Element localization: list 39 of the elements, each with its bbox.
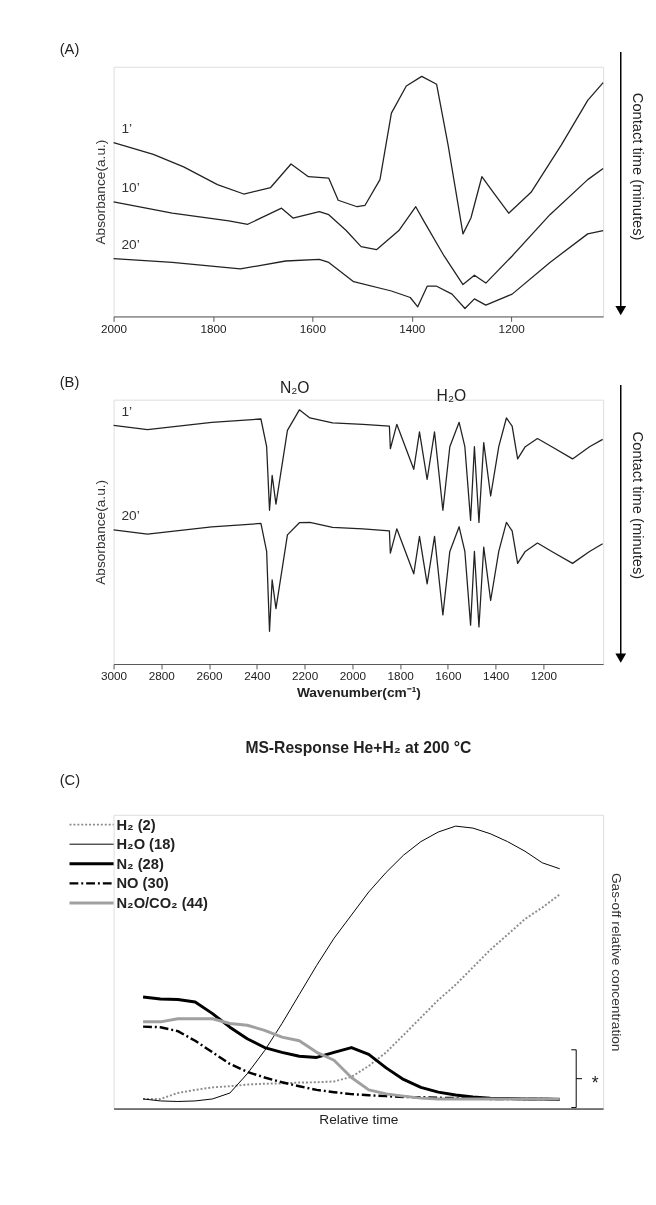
legend-label: NO (30) [116, 875, 169, 892]
y-axis-title: Absorbance(a.u.) [93, 139, 109, 245]
x-tick-label: 1400 [399, 321, 426, 335]
x-tick-label: 1800 [387, 669, 415, 683]
text: (B) [59, 373, 80, 390]
x-tick-label: 2000 [339, 669, 367, 683]
chart-title: MS-Response He+H₂ at 200 °C [245, 739, 472, 757]
legend-label: H₂O (18) [116, 836, 176, 853]
legend-label: N₂ (28) [116, 855, 164, 872]
series-label: 1’ [121, 120, 133, 136]
legend-label: N₂O/CO₂ (44) [116, 894, 208, 911]
text: H₂O [436, 386, 467, 404]
legend-label: H₂ (2) [116, 816, 156, 833]
text: (C) [59, 772, 81, 789]
series-label: 1’ [121, 403, 133, 419]
x-axis-title: Wavenumber(cm⁻¹) [296, 684, 421, 700]
x-tick-label: 1800 [200, 321, 227, 335]
x-axis-title: Relative time [319, 1111, 399, 1127]
x-tick-label: 3000 [101, 669, 128, 683]
x-tick-label: 2200 [292, 669, 319, 683]
x-tick-label: 1200 [498, 321, 526, 335]
y-axis-title: Absorbance(a.u.) [93, 479, 109, 585]
series-label: 10’ [121, 180, 140, 196]
y-axis-title: Gas-off relative concentration [609, 872, 625, 1052]
x-tick-label: 2600 [196, 669, 224, 683]
x-tick-label: 2000 [101, 321, 128, 335]
text: Contact time (minutes) [630, 431, 647, 580]
text: N₂O [279, 378, 310, 396]
x-tick-label: 1200 [530, 669, 558, 683]
x-tick-label: 2800 [148, 669, 176, 683]
text: Contact time (minutes) [630, 92, 647, 241]
series-label: 20’ [121, 508, 140, 524]
x-tick-label: 1400 [483, 669, 510, 683]
x-tick-label: 2400 [244, 669, 271, 683]
text: * [591, 1073, 599, 1094]
series-label: 20’ [121, 236, 140, 252]
x-tick-label: 1600 [435, 669, 462, 683]
text: (A) [59, 41, 80, 58]
x-tick-label: 1600 [299, 321, 327, 335]
